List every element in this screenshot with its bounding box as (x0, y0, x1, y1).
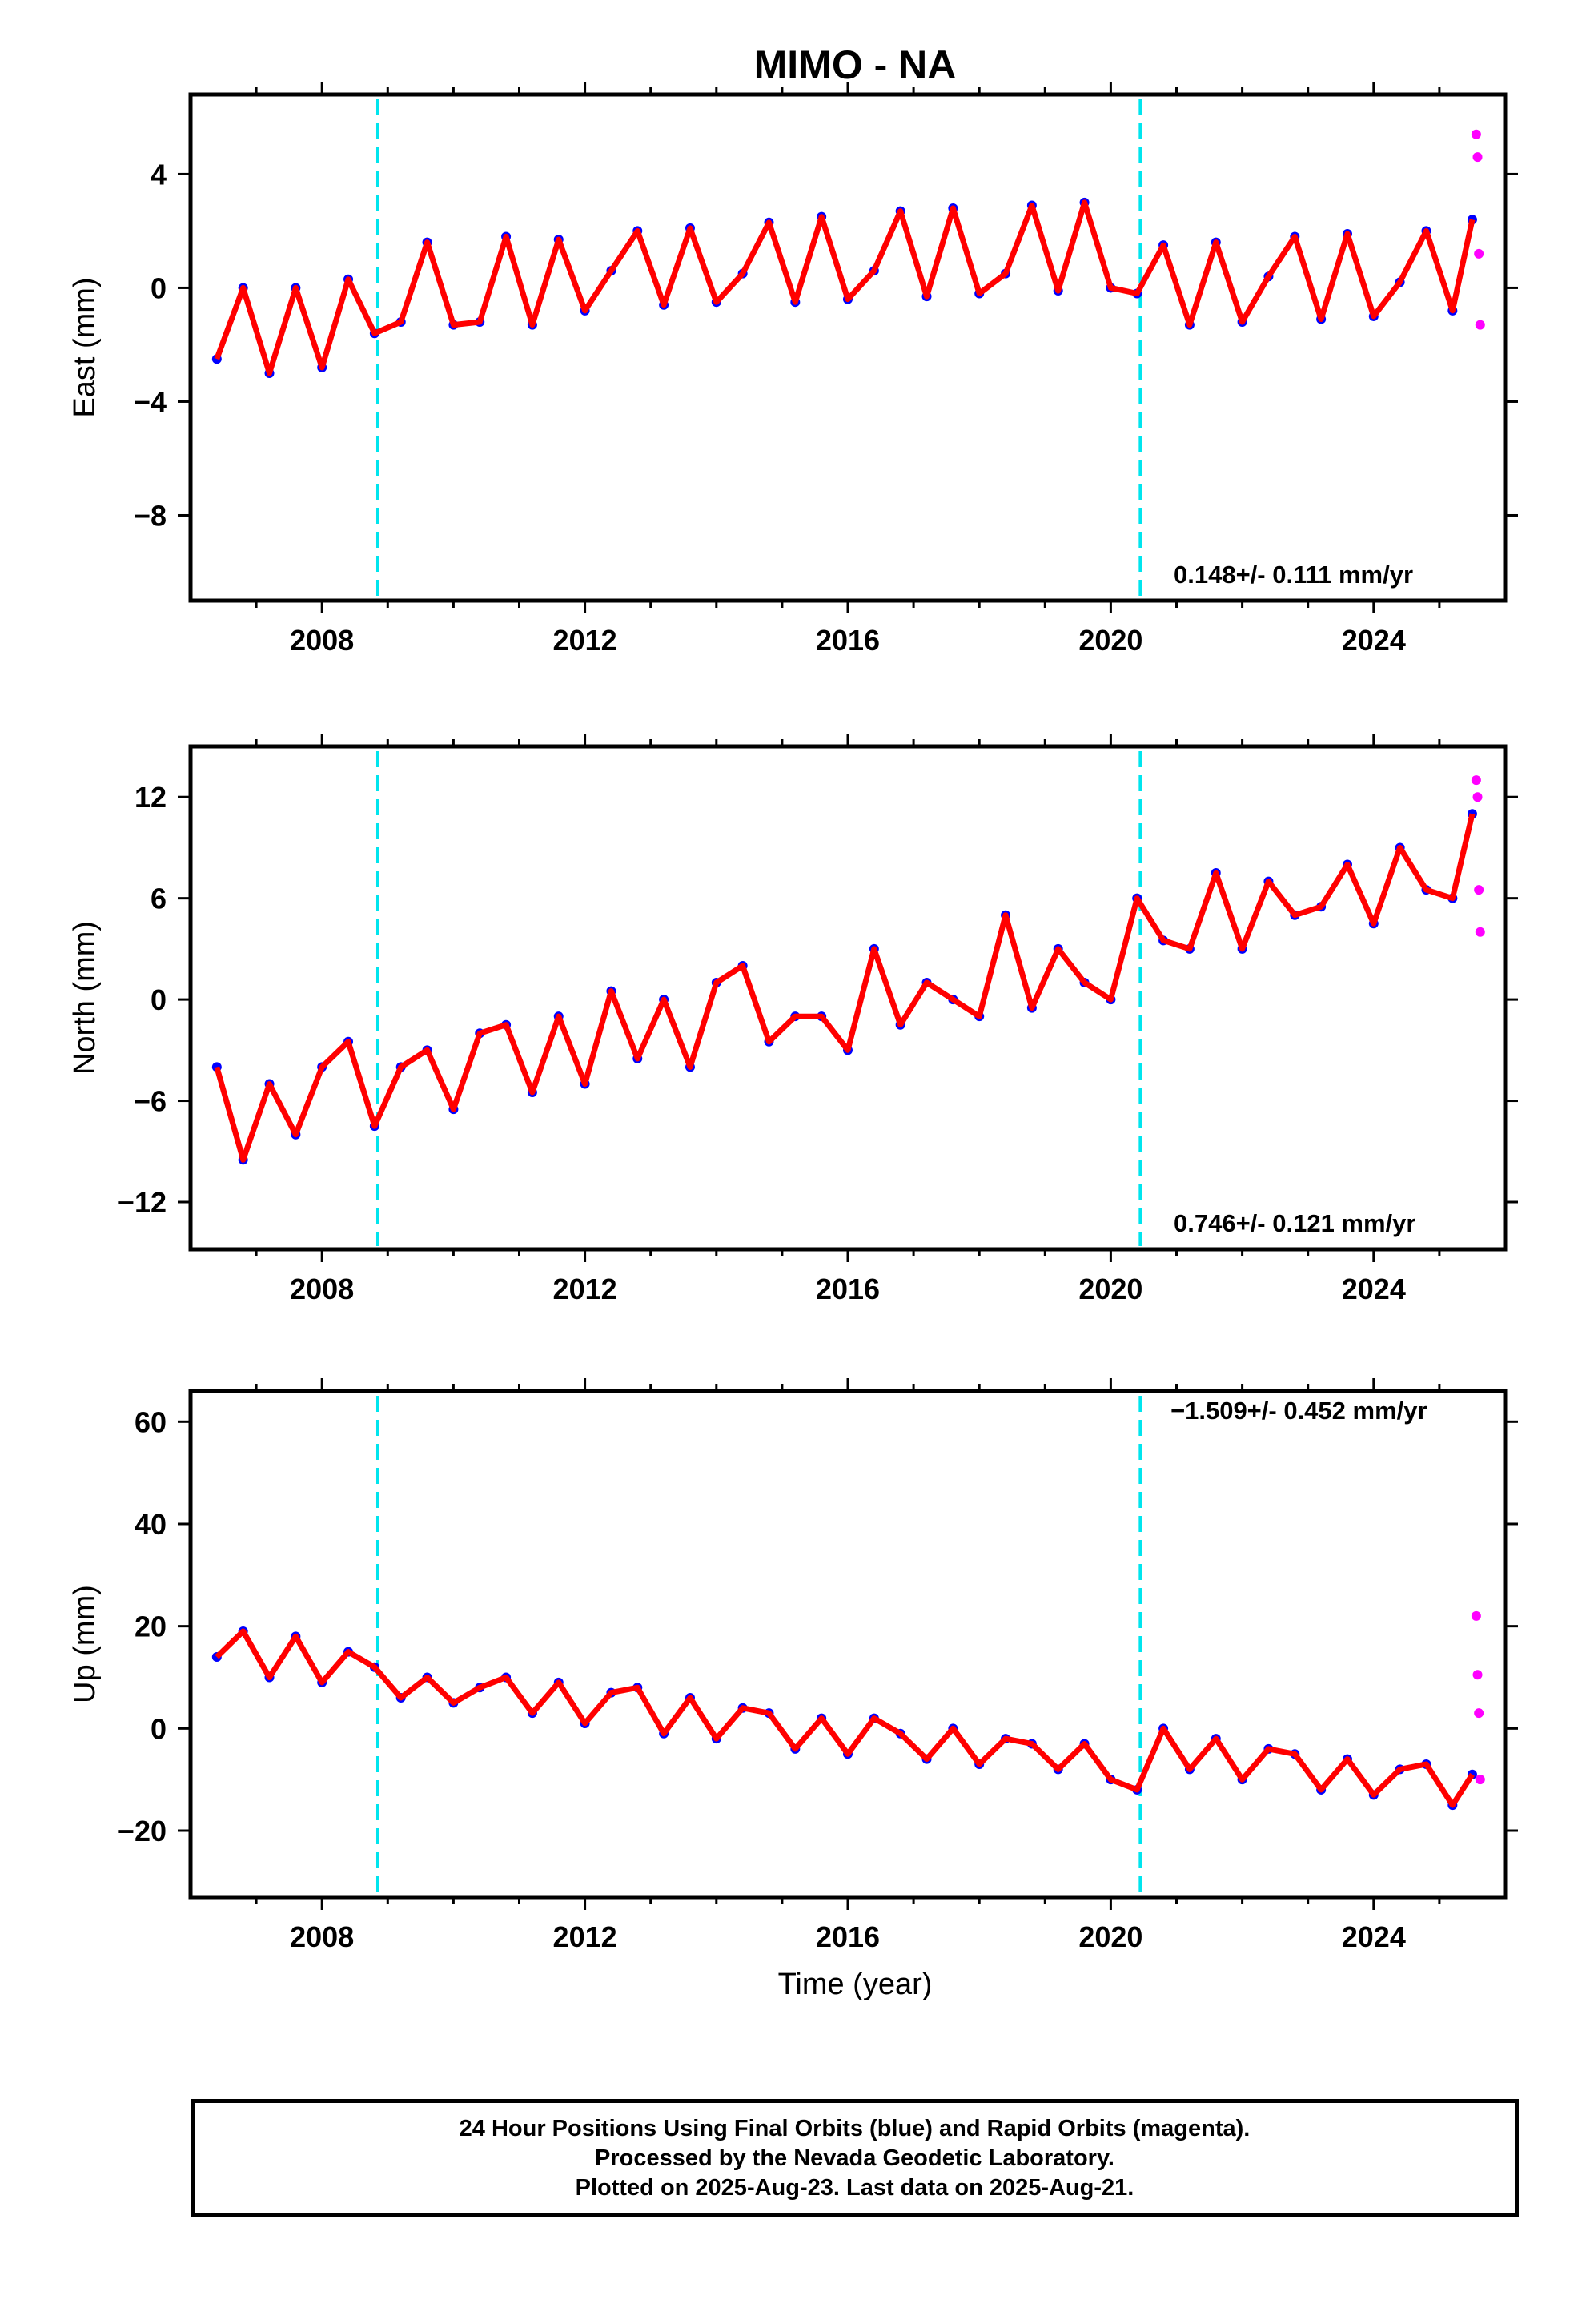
plot-frame (188, 744, 1508, 1252)
footer-note-line: Plotted on 2025-Aug-23. Last data on 202… (575, 2174, 1134, 2201)
rapid-point (1471, 1610, 1481, 1621)
rapid-point (1471, 775, 1481, 786)
y-tick-label: −12 (118, 1186, 167, 1219)
model-fit-line (214, 813, 1476, 1163)
y-axis-label: North (mm) (68, 921, 102, 1075)
y-tick-label: 12 (135, 781, 167, 814)
y-tick-label: −6 (134, 1085, 167, 1118)
rapid-point (1475, 320, 1485, 330)
y-tick-label: −4 (134, 385, 167, 418)
x-tick-label: 2020 (1078, 1273, 1142, 1305)
rate-label: −1.509+/- 0.452 mm/yr (1170, 1397, 1427, 1425)
x-tick-label: 2016 (816, 624, 880, 657)
footer-note-line: Processed by the Nevada Geodetic Laborat… (595, 2145, 1114, 2171)
plot-frame (188, 1389, 1508, 1900)
x-tick-label: 2024 (1342, 624, 1406, 657)
rapid-point (1474, 1708, 1484, 1719)
x-tick-label: 2024 (1342, 1920, 1406, 1953)
x-tick-label: 2008 (290, 1920, 354, 1953)
x-tick-label: 2020 (1078, 1920, 1142, 1953)
rapid-point (1474, 885, 1484, 895)
footer-note-line: 24 Hour Positions Using Final Orbits (bl… (459, 2115, 1251, 2141)
x-tick-label: 2012 (553, 624, 617, 657)
y-tick-label: 60 (135, 1405, 167, 1438)
rapid-point (1471, 129, 1481, 139)
y-tick-label: 0 (151, 1712, 167, 1745)
rapid-point (1475, 1775, 1485, 1785)
y-tick-label: 6 (151, 883, 167, 915)
rate-label: 0.148+/- 0.111 mm/yr (1174, 561, 1413, 589)
x-tick-label: 2016 (816, 1920, 880, 1953)
y-tick-label: 20 (135, 1610, 167, 1643)
rate-label: 0.746+/- 0.121 mm/yr (1174, 1209, 1415, 1237)
plot-frame (188, 92, 1508, 603)
y-axis-label: East (mm) (68, 277, 102, 417)
rapid-point (1472, 792, 1483, 802)
north-panel: 2008 2012 2016 2020 2024 12 6 0 −6 −12 North (mm) 0… (68, 734, 1518, 1305)
y-tick-label: −20 (118, 1815, 167, 1848)
rapid-point (1472, 152, 1483, 163)
y-tick-label: 0 (151, 271, 167, 304)
model-fit-line (215, 1628, 1475, 1808)
x-axis-label: Time (year) (778, 1968, 933, 2001)
rapid-point (1475, 927, 1485, 937)
x-tick-label: 2024 (1342, 1273, 1406, 1305)
east-panel: 2008 2012 2016 2020 2024 4 0 −4 −8 East (mm) 0.148… (68, 82, 1518, 657)
model-fit-line (214, 199, 1476, 376)
footer-note-box: 24 Hour Positions Using Final Orbits (bl… (191, 2099, 1519, 2217)
y-tick-label: 40 (135, 1508, 167, 1541)
up-panel: 2008 2012 2016 2020 2024 60 40 20 0 −20 Up (mm) −1.… (68, 1378, 1518, 1953)
rapid-point (1472, 1670, 1483, 1680)
chart-title: MIMO - NA (754, 42, 957, 87)
rapid-point (1474, 248, 1484, 259)
y-tick-label: −8 (134, 499, 167, 532)
x-tick-label: 2008 (290, 624, 354, 657)
x-tick-label: 2008 (290, 1273, 354, 1305)
x-tick-label: 2012 (553, 1920, 617, 1953)
y-tick-label: 0 (151, 983, 167, 1016)
x-tick-label: 2020 (1078, 624, 1142, 657)
y-axis-label: Up (mm) (68, 1585, 102, 1703)
y-tick-label: 4 (151, 158, 167, 191)
x-tick-label: 2012 (553, 1273, 617, 1305)
x-tick-label: 2016 (816, 1273, 880, 1305)
